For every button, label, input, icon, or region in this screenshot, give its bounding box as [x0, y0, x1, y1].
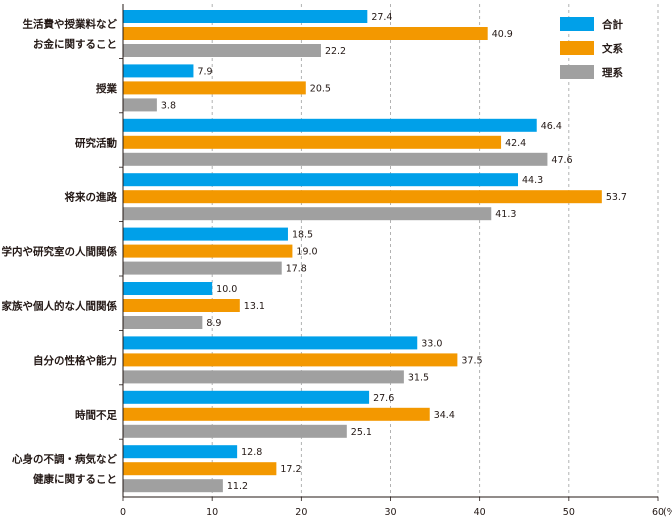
bar-2-0 — [123, 118, 537, 132]
value-label-3-2: 41.3 — [495, 209, 516, 220]
value-label-7-2: 25.1 — [351, 427, 372, 438]
value-label-3-0: 44.3 — [522, 175, 543, 186]
x-tick-label-0: 0 — [120, 507, 126, 518]
bar-1-0 — [123, 64, 194, 78]
value-label-0-2: 22.2 — [325, 46, 346, 57]
x-tick-label-10: 10 — [206, 507, 218, 518]
bar-7-1 — [123, 407, 430, 421]
legend-swatch-2 — [560, 65, 594, 79]
category-label-4: 学内や研究室の人間関係 — [2, 245, 118, 258]
bar-4-1 — [123, 244, 293, 258]
bar-6-2 — [123, 370, 404, 384]
bar-5-2 — [123, 316, 203, 329]
legend-swatch-0 — [560, 17, 594, 31]
bar-8-0 — [123, 445, 238, 459]
value-label-2-2: 47.6 — [551, 155, 572, 166]
bar-6-1 — [123, 353, 458, 367]
x-axis-unit: (%) — [663, 507, 672, 518]
bar-5-0 — [123, 282, 213, 295]
bar-2-2 — [123, 152, 548, 166]
value-label-3-1: 53.7 — [606, 192, 627, 203]
value-label-7-0: 27.6 — [373, 393, 394, 404]
value-label-4-0: 18.5 — [292, 230, 313, 241]
bar-8-1 — [123, 462, 277, 476]
value-label-5-0: 10.0 — [216, 284, 237, 295]
category-label-1: 授業 — [96, 82, 117, 95]
value-label-2-0: 46.4 — [541, 121, 562, 132]
value-label-0-1: 40.9 — [492, 29, 513, 40]
bar-4-2 — [123, 261, 282, 275]
value-label-6-1: 37.5 — [461, 355, 482, 366]
category-label-0-1: お金に関すること — [33, 38, 117, 51]
x-tick-label-30: 30 — [384, 507, 396, 518]
value-label-0-0: 27.4 — [371, 12, 392, 23]
bar-7-2 — [123, 424, 347, 438]
category-label-5: 家族や個人的な人間関係 — [2, 300, 118, 313]
category-label-8-0: 心身の不調・病気など — [12, 453, 117, 466]
value-label-1-0: 7.9 — [197, 66, 212, 77]
value-label-5-1: 13.1 — [244, 301, 265, 312]
category-label-8-1: 健康に関すること — [33, 473, 117, 486]
bar-1-2 — [123, 98, 157, 112]
x-tick-label-20: 20 — [295, 507, 307, 518]
x-tick-label-60: 60 — [652, 507, 664, 518]
value-label-4-1: 19.0 — [296, 247, 317, 258]
bar-0-1 — [123, 27, 488, 40]
category-label-7: 時間不足 — [75, 408, 117, 421]
bar-0-2 — [123, 44, 321, 57]
value-label-8-0: 12.8 — [241, 447, 262, 458]
axes — [119, 4, 659, 501]
value-label-7-1: 34.4 — [434, 410, 455, 421]
value-label-4-2: 17.8 — [286, 264, 307, 275]
category-label-2: 研究活動 — [75, 136, 117, 149]
legend-label-1: 文系 — [601, 42, 623, 55]
bar-4-0 — [123, 227, 288, 241]
legend-swatch-1 — [560, 41, 594, 55]
bar-1-1 — [123, 81, 306, 95]
bar-3-2 — [123, 207, 492, 221]
category-label-6: 自分の性格や能力 — [33, 354, 117, 367]
category-label-3: 将来の進路 — [65, 191, 118, 204]
bar-8-2 — [123, 479, 223, 493]
legend-label-2: 理系 — [602, 66, 623, 79]
value-label-2-1: 42.4 — [505, 138, 526, 149]
value-label-8-1: 17.2 — [280, 464, 301, 475]
bar-0-0 — [123, 10, 368, 23]
bars — [123, 10, 602, 493]
legend-label-0: 合計 — [601, 18, 623, 31]
bar-6-0 — [123, 336, 418, 350]
x-tick-label-50: 50 — [563, 507, 575, 518]
bar-3-1 — [123, 190, 602, 204]
bar-3-0 — [123, 173, 519, 187]
value-label-1-1: 20.5 — [310, 83, 331, 94]
value-label-8-2: 11.2 — [227, 481, 248, 492]
x-tick-label-40: 40 — [474, 507, 486, 518]
value-label-1-2: 3.8 — [161, 100, 176, 111]
bar-7-0 — [123, 390, 370, 404]
value-label-6-0: 33.0 — [421, 338, 442, 349]
bar-5-1 — [123, 299, 240, 312]
category-label-0-0: 生活費や授業料など — [23, 18, 118, 31]
bar-2-1 — [123, 135, 502, 149]
value-label-5-2: 8.9 — [206, 318, 221, 329]
value-label-6-2: 31.5 — [408, 372, 429, 383]
